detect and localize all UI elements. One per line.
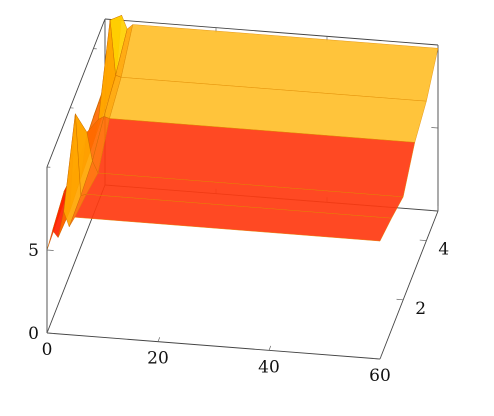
y-tick-label: 2: [415, 299, 426, 319]
x-tick: [157, 337, 161, 342]
z-tick-label: 0: [28, 324, 39, 344]
x-tick: [379, 354, 383, 360]
x-tick: [46, 328, 50, 334]
y-tick: [373, 358, 381, 360]
y-tick: [396, 298, 404, 301]
x-tick-label: 40: [258, 357, 280, 377]
z-tick: [46, 332, 54, 334]
x-tick: [268, 345, 272, 351]
surface-mesh: [46, 15, 439, 251]
y-axis-line: [379, 210, 439, 360]
x-tick-label: 0: [42, 340, 53, 360]
y-tick: [419, 239, 427, 241]
z-tick-label: 5: [28, 241, 39, 261]
z-back-tick: [431, 127, 439, 129]
y-tick-label: 4: [438, 240, 449, 260]
left-top-edge: [46, 18, 106, 168]
z-back-tick: [431, 210, 439, 212]
surface-patch: [74, 194, 392, 242]
x-tick-label: 60: [369, 366, 391, 386]
front-box-lines: [46, 167, 439, 360]
x-tick-label: 20: [147, 349, 169, 369]
z-tick: [46, 249, 54, 251]
x-axis-line: [46, 332, 381, 360]
back-top-edge: [104, 18, 439, 46]
